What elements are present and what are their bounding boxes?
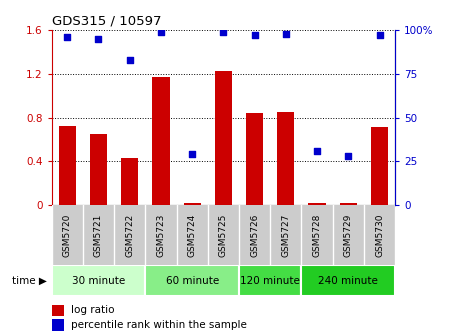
Point bbox=[376, 33, 383, 38]
Text: 60 minute: 60 minute bbox=[166, 276, 219, 286]
Point bbox=[282, 31, 290, 36]
Text: 120 minute: 120 minute bbox=[240, 276, 300, 286]
Text: percentile rank within the sample: percentile rank within the sample bbox=[70, 320, 247, 330]
Text: 240 minute: 240 minute bbox=[318, 276, 378, 286]
Text: 30 minute: 30 minute bbox=[72, 276, 125, 286]
Text: GDS315 / 10597: GDS315 / 10597 bbox=[52, 15, 161, 28]
Bar bbox=[59, 126, 76, 205]
Text: GSM5729: GSM5729 bbox=[344, 213, 353, 257]
Point bbox=[64, 35, 71, 40]
Text: GSM5727: GSM5727 bbox=[282, 213, 291, 257]
Bar bbox=[215, 71, 232, 205]
Bar bbox=[52, 265, 145, 296]
Bar bbox=[90, 134, 107, 205]
Point bbox=[345, 153, 352, 159]
Point bbox=[251, 33, 258, 38]
Bar bbox=[52, 304, 64, 316]
Text: GSM5720: GSM5720 bbox=[63, 213, 72, 257]
Bar bbox=[371, 127, 388, 205]
Bar bbox=[121, 158, 138, 205]
Point bbox=[95, 36, 102, 42]
Bar bbox=[277, 112, 295, 205]
Point bbox=[313, 148, 321, 154]
Bar bbox=[308, 203, 326, 205]
Bar bbox=[301, 265, 395, 296]
Text: GSM5722: GSM5722 bbox=[125, 214, 134, 257]
Text: GSM5723: GSM5723 bbox=[156, 213, 165, 257]
Text: GSM5726: GSM5726 bbox=[250, 213, 259, 257]
Point bbox=[157, 29, 164, 35]
Bar bbox=[184, 203, 201, 205]
Bar bbox=[152, 77, 170, 205]
Text: GSM5725: GSM5725 bbox=[219, 213, 228, 257]
Text: log ratio: log ratio bbox=[70, 305, 114, 315]
Text: GSM5721: GSM5721 bbox=[94, 213, 103, 257]
Point bbox=[220, 29, 227, 35]
Text: GSM5728: GSM5728 bbox=[313, 213, 321, 257]
Text: time ▶: time ▶ bbox=[12, 276, 47, 286]
Text: GSM5724: GSM5724 bbox=[188, 214, 197, 257]
Point bbox=[189, 152, 196, 157]
Bar bbox=[52, 319, 64, 331]
Text: GSM5730: GSM5730 bbox=[375, 213, 384, 257]
Point bbox=[126, 57, 133, 62]
Bar bbox=[246, 113, 263, 205]
Bar bbox=[239, 265, 301, 296]
Bar bbox=[340, 203, 357, 205]
Bar bbox=[145, 265, 239, 296]
